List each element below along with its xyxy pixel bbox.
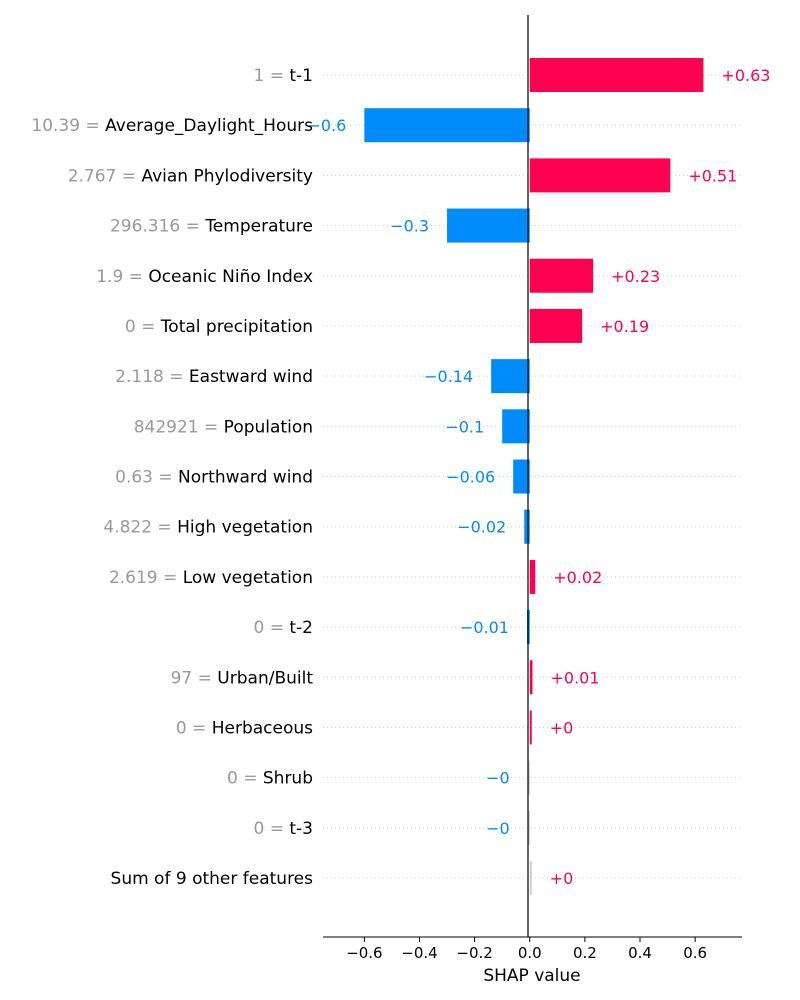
x-tick-label: 0.0	[518, 944, 542, 962]
feature-label: 4.822 = High vegetation	[103, 518, 313, 538]
feature-name: Oceanic Niño Index	[148, 267, 313, 287]
feature-name: Average_Daylight_Hours	[105, 116, 313, 136]
bar-label: +0.23	[611, 267, 660, 286]
bar-label: +0.02	[553, 568, 602, 587]
feature-value: 2.619 =	[109, 568, 183, 588]
feature-label: 97 = Urban/Built	[171, 668, 314, 688]
x-tick-label: 0.4	[628, 944, 652, 962]
feature-name: Herbaceous	[212, 718, 313, 738]
feature-label: 2.118 = Eastward wind	[115, 367, 313, 387]
feature-value: 0 =	[176, 718, 212, 738]
bar	[527, 810, 530, 845]
bar-label: −0.01	[460, 618, 509, 637]
bar-label: −0.3	[390, 217, 429, 236]
feature-label: 2.619 = Low vegetation	[109, 568, 313, 588]
feature-name: t-2	[289, 618, 313, 638]
bar	[529, 158, 671, 193]
feature-label: 10.39 = Average_Daylight_Hours	[31, 116, 313, 136]
feature-name: Shrub	[263, 769, 313, 789]
feature-label: 2.767 = Avian Phylodiversity	[68, 166, 313, 186]
feature-value: 97 =	[171, 668, 218, 688]
feature-value: 0 =	[125, 317, 161, 337]
bar-label: +0	[550, 718, 574, 737]
x-axis: −0.6 −0.4 −0.2 0.0 0.2 0.4 0.6	[323, 936, 742, 962]
bar-label: +0.51	[688, 166, 737, 185]
bar-label: −0	[486, 769, 510, 788]
feature-value: 0 =	[227, 769, 263, 789]
feature-name: Total precipitation	[160, 317, 313, 337]
bar	[529, 258, 594, 293]
feature-value: 10.39 =	[31, 116, 105, 136]
grid-lines	[323, 74, 742, 879]
feature-name: Low vegetation	[183, 568, 313, 588]
bar	[527, 760, 530, 795]
feature-name: Northward wind	[178, 468, 313, 488]
bar	[529, 861, 532, 896]
x-tick-label: −0.4	[401, 944, 437, 962]
feature-label: 0 = t-2	[254, 618, 314, 638]
feature-name: t-3	[289, 819, 313, 839]
feature-name: Eastward wind	[189, 367, 313, 387]
bars	[364, 58, 704, 896]
feature-name: Population	[224, 417, 313, 437]
feature-label: 842921 = Population	[134, 417, 313, 437]
feature-value: 0.63 =	[115, 468, 178, 488]
feature-value: 2.118 =	[115, 367, 189, 387]
feature-name: Avian Phylodiversity	[141, 166, 313, 186]
bar-label: +0.63	[721, 66, 770, 85]
x-tick-label: −0.6	[346, 944, 382, 962]
feature-label: Sum of 9 other features	[111, 869, 314, 889]
feature-labels: 1 = t-1 10.39 = Average_Daylight_Hours 2.7…	[31, 66, 313, 889]
bar-label: −0.14	[424, 367, 473, 386]
bar-label: +0.19	[600, 317, 649, 336]
bar	[529, 559, 536, 594]
bar-label: −0.1	[445, 417, 484, 436]
feature-label: 1.9 = Oceanic Niño Index	[96, 267, 313, 287]
bar	[529, 308, 583, 343]
bar-label: +0	[550, 869, 574, 888]
bar-label: −0	[486, 819, 510, 838]
feature-name: Sum of 9 other features	[111, 869, 314, 889]
bar	[491, 359, 530, 394]
feature-label: 1 = t-1	[254, 66, 314, 86]
bar	[447, 208, 530, 243]
bar-label: +0.01	[551, 668, 600, 687]
feature-value: 2.767 =	[68, 166, 142, 186]
bar-label: −0.06	[446, 468, 495, 487]
x-tick-label: 0.2	[573, 944, 597, 962]
bar	[529, 660, 533, 695]
feature-label: 0 = Shrub	[227, 769, 313, 789]
feature-value: 0 =	[254, 618, 290, 638]
feature-value: 0 =	[254, 819, 290, 839]
feature-name: Urban/Built	[217, 668, 313, 688]
bar	[524, 509, 530, 544]
feature-label: 0 = Total precipitation	[125, 317, 313, 337]
bar-label: −0.6	[307, 116, 346, 135]
bar-label: −0.02	[457, 518, 506, 537]
feature-name: Temperature	[204, 217, 313, 237]
feature-name: High vegetation	[177, 518, 313, 538]
feature-label: 0 = Herbaceous	[176, 718, 313, 738]
bar	[529, 710, 532, 745]
bar	[364, 108, 530, 143]
x-tick-label: −0.2	[456, 944, 492, 962]
feature-value: 1 =	[254, 66, 290, 86]
feature-value: 4.822 =	[103, 518, 177, 538]
bar	[513, 459, 530, 494]
bar	[529, 58, 704, 92]
feature-value: 842921 =	[134, 417, 224, 437]
feature-value: 296.316 =	[110, 217, 205, 237]
feature-name: t-1	[289, 66, 313, 86]
feature-label: 0.63 = Northward wind	[115, 468, 313, 488]
x-axis-title: SHAP value	[483, 966, 580, 986]
feature-value: 1.9 =	[96, 267, 148, 287]
bar	[502, 409, 530, 444]
bar-value-labels: +0.63 −0.6 +0.51 −0.3 +0.23 +0.19 −0.14 −0.1 −0.…	[307, 66, 770, 888]
x-tick-label: 0.6	[683, 944, 707, 962]
feature-label: 296.316 = Temperature	[110, 217, 313, 237]
feature-label: 0 = t-3	[254, 819, 314, 839]
